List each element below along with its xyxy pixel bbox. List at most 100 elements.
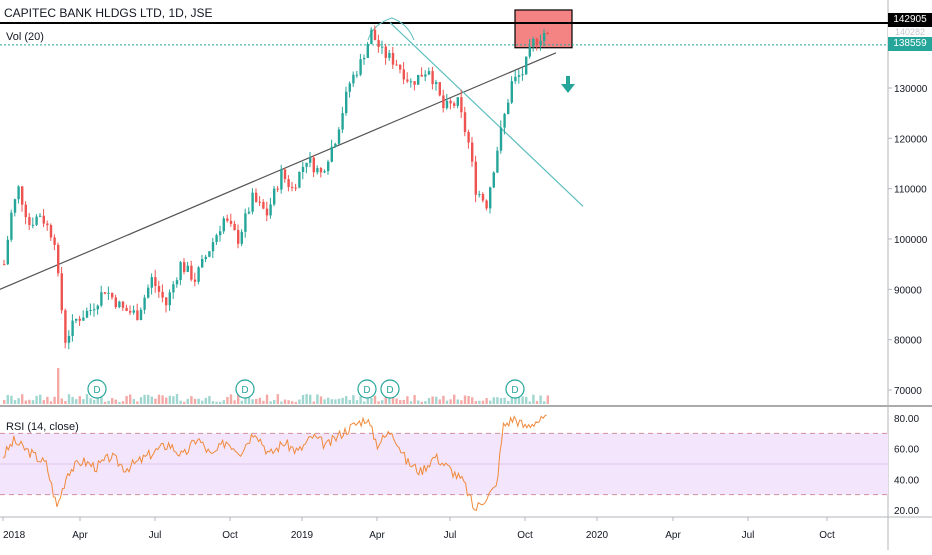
resistance-price-tag: 142905 [888, 13, 932, 27]
candle-body [222, 218, 225, 232]
volume-bar [208, 396, 211, 404]
candle-body [456, 97, 459, 106]
candle-body [226, 218, 229, 221]
candle-body [17, 186, 20, 200]
candle-body [492, 172, 495, 188]
volume-bar [323, 399, 326, 404]
volume-bar [467, 395, 470, 404]
time-tick-label: Jul [444, 530, 457, 541]
candle-body [478, 194, 481, 196]
uptrend-line [0, 52, 557, 290]
candle-body [118, 301, 121, 308]
dividend-marker-icon[interactable]: D [380, 379, 400, 399]
dividend-label: D [363, 385, 370, 396]
candle-body [154, 277, 157, 287]
rsi-line [2, 414, 547, 512]
volume-bar [183, 401, 186, 404]
candle-body [3, 264, 6, 266]
candle-body [111, 292, 114, 298]
dividend-circle [357, 379, 377, 399]
volume-bar [175, 394, 179, 404]
candle-body [75, 318, 78, 321]
volume-bar [219, 401, 222, 404]
candle-body [399, 64, 402, 70]
volume-bar [57, 368, 60, 404]
candle-body [139, 309, 143, 321]
candle-body [283, 169, 287, 180]
symbol-title: CAPITEC BANK HLDGS LTD, 1D, JSE [4, 6, 213, 20]
candle-body [132, 310, 135, 313]
candle-body [125, 307, 128, 312]
candle-body [420, 74, 423, 77]
candle-body [291, 187, 294, 189]
candle-body [485, 200, 488, 209]
volume-bar [391, 397, 395, 404]
candle-body [121, 301, 125, 308]
candle-body [460, 97, 463, 113]
dividend-marker-icon[interactable]: D [505, 379, 525, 399]
volume-bar [438, 399, 441, 404]
volume-bar [489, 400, 492, 404]
candle-body [309, 157, 312, 163]
volume-bar [417, 400, 420, 404]
volume-bar [96, 396, 99, 404]
candle-body [525, 56, 528, 75]
dividend-label: D [511, 385, 518, 396]
volume-bar [507, 401, 510, 404]
candle-body [337, 129, 341, 144]
volume-bar [31, 400, 35, 404]
volume-bar [377, 401, 380, 404]
volume-bar [341, 397, 344, 404]
candle-body [438, 82, 441, 96]
arrow-shaft [566, 76, 570, 86]
candle-body [42, 215, 45, 224]
volume-bar [237, 394, 240, 404]
volume-bar [363, 401, 366, 404]
volume-bar [402, 400, 405, 404]
volume-bar [93, 399, 96, 404]
volume-bar [118, 401, 121, 404]
candle-body [237, 230, 240, 244]
volume-bar [528, 401, 531, 404]
volume-bar [514, 396, 517, 404]
candle-body [499, 127, 503, 151]
volume-bar [201, 400, 204, 404]
candle-body [327, 161, 330, 172]
volume-bar [460, 400, 463, 404]
candle-body [507, 102, 510, 114]
candle-body [251, 192, 254, 212]
dividend-marker-icon[interactable]: D [357, 379, 377, 399]
candle-body [67, 335, 71, 343]
volume-bar [373, 395, 377, 404]
candle-body [370, 29, 373, 45]
volume-bar [107, 400, 110, 404]
candle-body [39, 215, 42, 217]
candle-body [406, 79, 409, 82]
candle-body [114, 297, 117, 308]
candle-body [168, 292, 171, 306]
rsi-tick-label: 20.00 [894, 506, 919, 517]
dividend-marker-icon[interactable]: D [235, 379, 255, 399]
candle-body [474, 161, 477, 195]
volume-bar [517, 396, 521, 404]
candle-body [427, 71, 431, 75]
candle-body [352, 74, 355, 84]
candle-body [201, 259, 204, 268]
volume-label: Vol (20) [6, 31, 44, 43]
candle-body [161, 291, 164, 298]
volume-bar [129, 394, 132, 404]
time-tick-label: Oct [819, 530, 835, 541]
time-tick-label: Apr [665, 530, 681, 541]
dividend-marker-icon[interactable]: D [87, 379, 107, 399]
volume-bar [255, 398, 258, 404]
candle-body [96, 305, 99, 310]
volume-bar [539, 395, 542, 404]
candle-body [273, 188, 276, 205]
volume-bar [3, 400, 6, 404]
candle-body [345, 91, 348, 114]
volume-bar [492, 397, 495, 404]
candle-body [514, 76, 517, 82]
price-tick-label: 110000 [894, 185, 927, 196]
